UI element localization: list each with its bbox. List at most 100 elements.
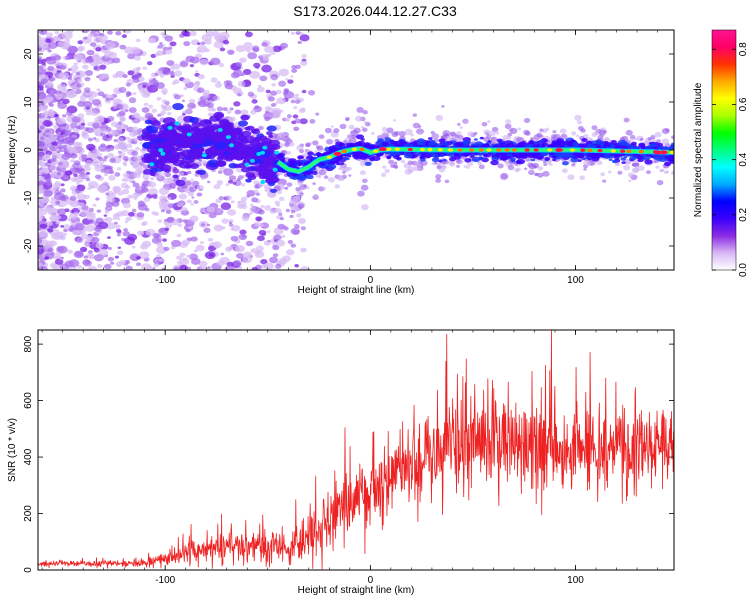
heatmap-halo-blob: [51, 152, 56, 157]
heatmap-halo-blob: [57, 131, 62, 135]
heatmap-ridge-blob: [150, 168, 158, 173]
heatmap-ridge-blob: [644, 159, 653, 165]
heatmap-ridge-blob: [473, 138, 478, 141]
heatmap-noise-blob: [293, 126, 300, 132]
heatmap-halo-blob: [411, 160, 418, 166]
heatmap-ridge-blob: [669, 144, 674, 148]
heatmap-halo-blob: [241, 204, 248, 210]
heatmap-ridge-blob: [145, 125, 153, 130]
heatmap-halo-blob: [463, 120, 469, 124]
heatmap-halo-blob: [404, 128, 413, 136]
heatmap-noise-blob: [92, 53, 100, 59]
heatmap-ytick-label: 10: [23, 96, 34, 108]
heatmap-halo-blob: [567, 174, 575, 181]
heatmap-halo-blob: [361, 127, 368, 133]
heatmap-ridge-blob: [386, 156, 392, 160]
heatmap-noise-blob: [38, 238, 43, 244]
heatmap-ridge-blob: [626, 153, 631, 157]
heatmap-halo-blob: [59, 235, 66, 241]
heatmap-halo-blob: [441, 165, 446, 169]
heatmap-noise-blob: [55, 221, 60, 225]
heatmap-halo-blob: [412, 113, 418, 117]
heatmap-halo-blob: [583, 160, 591, 167]
heatmap-noise-blob: [65, 90, 77, 99]
heatmap-noise-blob: [118, 110, 126, 116]
heatmap-noise-blob: [294, 96, 300, 101]
heatmap-ridge-blob: [427, 137, 433, 140]
heatmap-halo-blob: [136, 68, 141, 71]
heatmap-ridge-blob: [478, 153, 483, 156]
heatmap-noise-blob: [189, 64, 195, 68]
heatmap-ridge-blob: [354, 152, 361, 156]
snr-xtick-label: -100: [155, 575, 175, 586]
heatmap-hot-spot: [619, 149, 626, 153]
heatmap-noise-blob: [124, 236, 136, 245]
heatmap-halo-blob: [627, 172, 635, 178]
heatmap-halo-blob: [139, 141, 143, 145]
heatmap-noise-blob: [183, 40, 191, 47]
heatmap-noise-blob: [285, 249, 295, 256]
heatmap-halo-blob: [216, 180, 224, 186]
heatmap-halo-blob: [49, 165, 57, 171]
heatmap-ridge-blob: [370, 144, 378, 149]
heatmap-ridge-blob: [609, 144, 616, 149]
heatmap-halo-blob: [534, 172, 539, 177]
heatmap-halo-blob: [167, 46, 173, 51]
heatmap-noise-blob: [41, 61, 46, 65]
heatmap-halo-blob: [463, 165, 467, 168]
heatmap-noise-blob: [176, 202, 183, 208]
heatmap-hot-spot: [394, 147, 400, 151]
heatmap-noise-blob: [95, 242, 104, 249]
heatmap-noise-blob: [222, 107, 228, 112]
heatmap-halo-blob: [631, 162, 637, 167]
heatmap-ridge-blob: [277, 152, 285, 158]
heatmap-halo-blob: [151, 193, 158, 199]
heatmap-ridge-blob: [389, 139, 394, 143]
heatmap-noise-blob: [85, 235, 93, 241]
heatmap-noise-blob: [156, 254, 161, 258]
heatmap-ridge-blob: [499, 156, 507, 161]
heatmap-noise-blob: [96, 88, 101, 92]
heatmap-noise-blob: [71, 116, 81, 123]
heatmap-noise-blob: [213, 41, 224, 49]
heatmap-noise-blob: [48, 88, 58, 95]
heatmap-halo-blob: [665, 170, 670, 174]
heatmap-noise-blob: [163, 246, 170, 252]
heatmap-marks: [38, 30, 674, 270]
heatmap-halo-blob: [113, 138, 118, 143]
heatmap-halo-blob: [67, 140, 75, 146]
heatmap-halo-blob: [114, 129, 122, 136]
heatmap-ridge-blob: [164, 168, 171, 173]
heatmap-noise-blob: [89, 91, 94, 95]
heatmap-ytick-label: -10: [23, 190, 34, 205]
heatmap-noise-blob: [301, 153, 307, 157]
heatmap-halo-blob: [43, 203, 47, 206]
heatmap-ridge-blob: [418, 141, 426, 146]
heatmap-halo-blob: [247, 51, 252, 55]
heatmap-halo-blob: [275, 89, 282, 95]
heatmap-noise-blob: [92, 203, 97, 207]
heatmap-halo-blob: [216, 80, 221, 84]
heatmap-cyan-spot: [201, 153, 207, 158]
heatmap-noise-blob: [154, 73, 159, 76]
heatmap-noise-blob: [189, 215, 199, 223]
heatmap-halo-blob: [321, 186, 327, 191]
heatmap-peak-spot: [555, 148, 564, 152]
heatmap-noise-blob: [294, 264, 300, 268]
heatmap-noise-blob: [232, 260, 242, 267]
heatmap-ridge-blob: [462, 152, 470, 157]
heatmap-halo-blob: [309, 119, 316, 124]
heatmap-ridge-blob: [191, 121, 201, 128]
colorbar: 0.00.20.40.60.8 Normalized spectral ampl…: [693, 29, 749, 277]
heatmap-halo-blob: [233, 179, 242, 187]
heatmap-noise-blob: [38, 37, 48, 46]
heatmap-noise-blob: [98, 248, 109, 257]
heatmap-halo-blob: [286, 182, 293, 187]
heatmap-noise-blob: [46, 81, 54, 87]
heatmap-noise-blob: [38, 114, 42, 118]
heatmap-halo-blob: [111, 198, 115, 201]
heatmap-halo-blob: [631, 167, 640, 174]
heatmap-halo-blob: [69, 122, 78, 129]
